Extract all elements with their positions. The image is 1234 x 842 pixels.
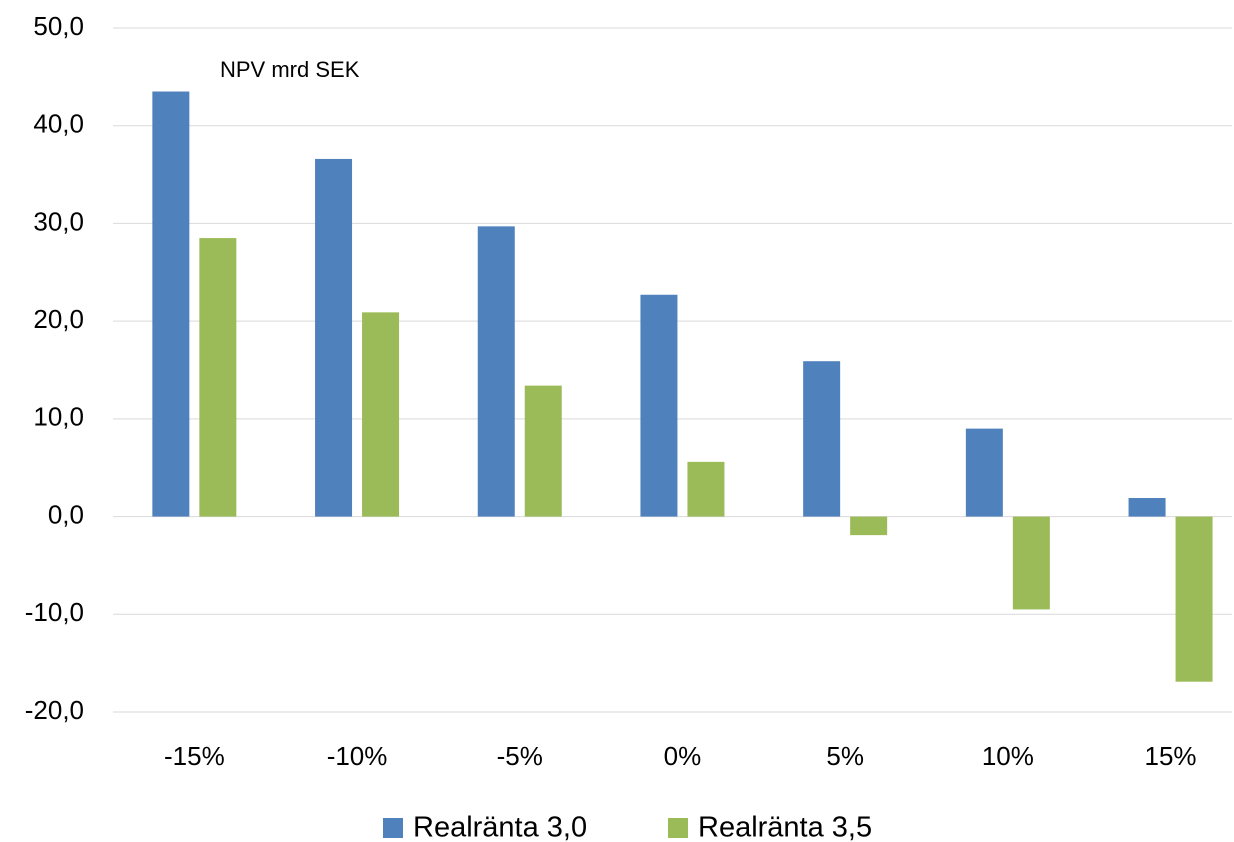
y-tick-label: -20,0 xyxy=(25,695,84,725)
bar xyxy=(1012,516,1050,610)
y-tick-label: 40,0 xyxy=(33,109,84,139)
annotation: NPV mrd SEK xyxy=(220,57,360,82)
x-tick-label: 0% xyxy=(664,741,702,771)
y-tick-label: -10,0 xyxy=(25,597,84,627)
y-tick-label: 50,0 xyxy=(33,11,84,41)
y-tick-label: 20,0 xyxy=(33,304,84,334)
bar xyxy=(687,461,725,517)
x-tick-label: -10% xyxy=(327,741,388,771)
bar xyxy=(524,385,562,517)
x-tick-label: 15% xyxy=(1145,741,1197,771)
bar xyxy=(362,312,400,517)
bar xyxy=(477,226,515,517)
y-tick-label: 0,0 xyxy=(48,499,84,529)
bar xyxy=(152,91,190,517)
bar xyxy=(315,158,353,517)
y-tick-label: 30,0 xyxy=(33,206,84,236)
bar xyxy=(850,516,888,536)
legend-label: Realränta 3,0 xyxy=(413,812,587,842)
x-tick-label: 10% xyxy=(982,741,1034,771)
bar xyxy=(199,238,237,517)
bar xyxy=(803,361,841,517)
y-tick-label: 10,0 xyxy=(33,402,84,432)
x-tick-label: 5% xyxy=(826,741,864,771)
bar xyxy=(965,428,1003,517)
bar xyxy=(640,294,678,517)
legend-swatch xyxy=(383,818,403,838)
legend-swatch xyxy=(668,818,688,838)
bar xyxy=(1128,498,1166,517)
x-tick-label: -5% xyxy=(497,741,543,771)
legend-label: Realränta 3,5 xyxy=(698,812,872,842)
x-tick-label: -15% xyxy=(164,741,225,771)
bar xyxy=(1175,516,1213,682)
